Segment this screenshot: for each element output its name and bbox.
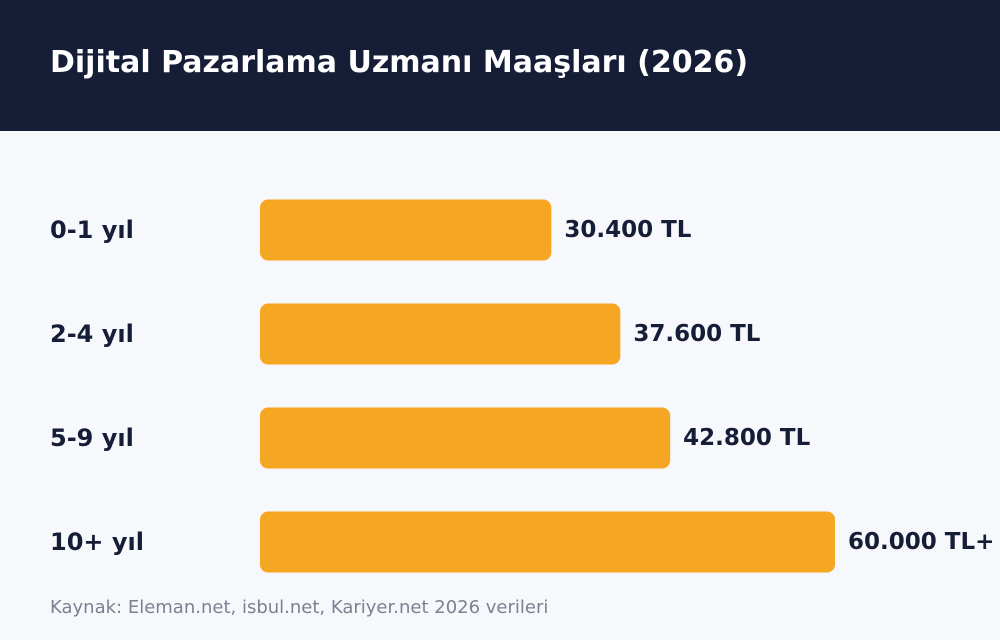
category-label: 10+ yıl: [50, 528, 144, 556]
value-label: 37.600 TL: [633, 321, 760, 347]
category-label: 2-4 yıl: [50, 320, 134, 348]
value-label: 60.000 TL+: [848, 529, 994, 555]
source-note: Kaynak: Eleman.net, isbul.net, Kariyer.n…: [50, 597, 549, 618]
salary-bar: [260, 199, 552, 261]
salary-bar: [260, 511, 835, 573]
header-bar: Dijital Pazarlama Uzmanı Maaşları (2026): [0, 0, 1000, 131]
salary-bar: [260, 407, 671, 469]
salary-bar: [260, 303, 621, 365]
value-label: 30.400 TL: [564, 217, 691, 243]
page-title: Dijital Pazarlama Uzmanı Maaşları (2026): [50, 45, 749, 80]
category-label: 0-1 yıl: [50, 216, 134, 244]
category-label: 5-9 yıl: [50, 424, 134, 452]
value-label: 42.800 TL: [683, 425, 810, 451]
